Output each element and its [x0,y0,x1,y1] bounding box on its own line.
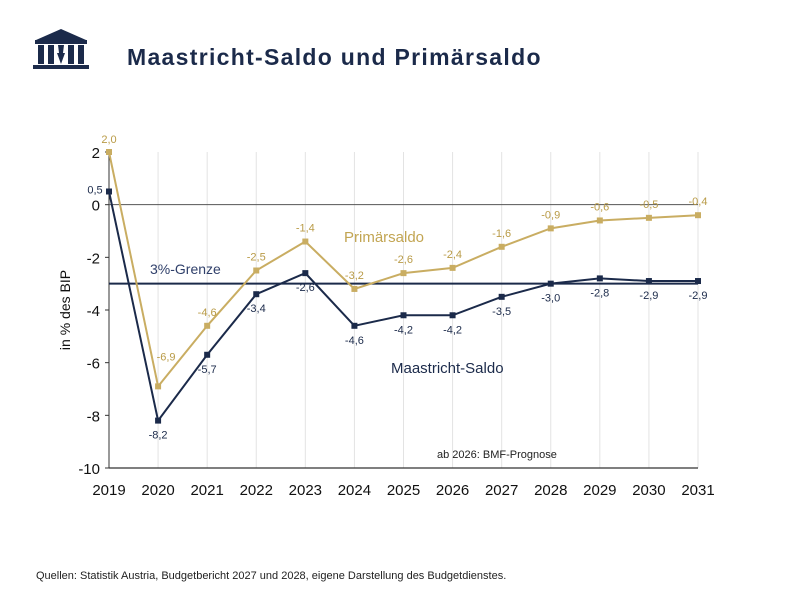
data-label: -8,2 [149,430,168,442]
data-point [400,270,407,277]
x-tick-label: 2025 [387,482,420,499]
data-point [155,383,162,390]
forecast-annotation: ab 2026: BMF-Prognose [437,449,557,461]
data-point [695,278,701,285]
source-note: Quellen: Statistik Austria, Budgetberich… [36,570,507,582]
data-label: -0,9 [541,209,560,221]
x-tick-label: 2027 [485,482,518,499]
data-point [449,312,456,319]
y-tick-label: -4 [87,303,100,320]
reference-line-label: 3%-Grenze [150,261,221,277]
data-label: -1,4 [296,223,315,235]
series-label-primaersaldo: Primärsaldo [344,229,424,246]
y-tick-label: 2 [92,145,100,162]
data-label: -4,2 [443,324,462,336]
data-label: -1,6 [492,228,511,240]
data-label: -2,5 [247,252,266,264]
data-point [645,214,652,221]
data-label: -5,7 [198,364,217,376]
data-label: -4,2 [394,324,413,336]
data-point [547,225,554,232]
data-point [155,417,162,424]
data-point [204,351,211,358]
data-point [106,188,112,195]
data-label: -3,2 [345,270,364,282]
data-label: -4,6 [198,307,217,319]
data-label: -3,0 [541,293,560,305]
line-chart: 2 0 -2 -4 -6 -8 -10 2019 2020 2021 2022 2023 2024 202… [57,134,715,499]
parliament-logo-icon [33,29,89,69]
data-point [449,264,456,271]
data-label: 0,5 [87,185,102,197]
x-tick-label: 2023 [289,482,322,499]
data-point [106,149,112,155]
data-label: -6,9 [157,351,176,363]
data-point [596,275,603,282]
x-tick-label: 2020 [141,482,174,499]
data-label: -2,8 [590,287,609,299]
page-title: Maastricht-Saldo und Primärsaldo [127,44,542,70]
x-tick-label: 2024 [338,482,371,499]
data-point [498,293,505,300]
data-label: -2,4 [443,249,462,261]
series-label-maastricht-saldo: Maastricht-Saldo [391,360,504,377]
y-tick-label: -6 [87,356,100,373]
data-label: -3,5 [492,306,511,318]
data-label: -2,9 [689,290,708,302]
data-label: -2,6 [394,254,413,266]
y-tick-label: 0 [92,198,100,215]
data-label: -2,9 [639,290,658,302]
data-point [351,322,358,329]
y-tick-label: -8 [87,408,100,425]
data-label: -4,6 [345,335,364,347]
data-point [695,212,701,219]
data-label: -2,6 [296,282,315,294]
y-tick-label: -2 [87,250,100,267]
data-label: -0,5 [639,199,658,211]
data-point [351,285,358,292]
data-point [253,291,260,298]
data-point [547,280,554,287]
data-label: -0,6 [590,201,609,213]
x-tick-label: 2021 [190,482,223,499]
data-point [498,243,505,250]
data-label: -0,4 [689,196,708,208]
y-tick-label: -10 [78,461,100,478]
data-point [253,267,260,274]
data-point [204,322,211,329]
data-point [302,270,309,277]
x-tick-label: 2028 [534,482,567,499]
y-axis-label: in % des BIP [57,270,73,350]
data-point [302,238,309,245]
data-label: -3,4 [247,303,266,315]
x-tick-label: 2026 [436,482,469,499]
data-label: 2,0 [101,134,116,146]
data-point [645,278,652,285]
data-point [596,217,603,224]
x-tick-label: 2029 [583,482,616,499]
x-tick-label: 2030 [632,482,665,499]
data-point [400,312,407,319]
x-tick-label: 2022 [240,482,273,499]
x-tick-label: 2019 [92,482,125,499]
x-tick-label: 2031 [681,482,714,499]
